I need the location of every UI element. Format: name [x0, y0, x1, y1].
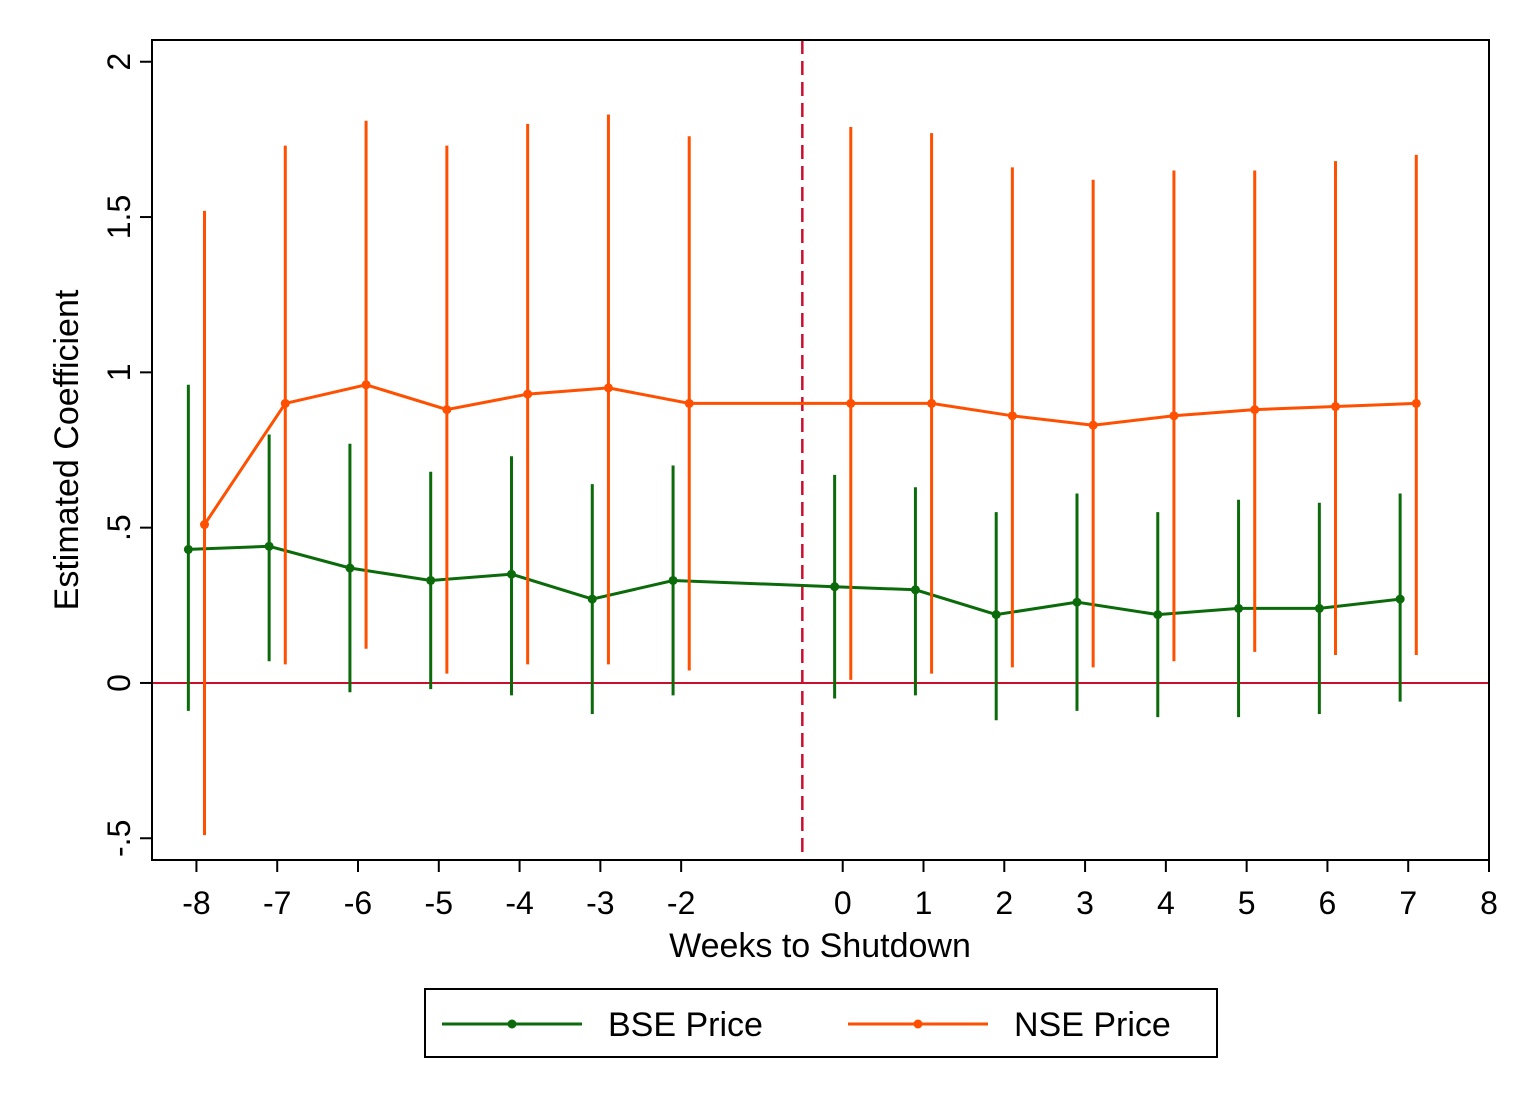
series-0-point	[183, 544, 193, 554]
x-tick-label: 1	[915, 885, 933, 921]
x-tick-label: 3	[1076, 885, 1094, 921]
x-tick-label: 8	[1480, 885, 1498, 921]
series-1-point	[1331, 402, 1341, 412]
x-tick-label: -8	[182, 885, 210, 921]
series-1-point	[927, 398, 937, 408]
series-0-point	[264, 541, 274, 551]
series-0-point	[1234, 603, 1244, 613]
x-tick-label: 0	[834, 885, 852, 921]
x-tick-label: -4	[505, 885, 533, 921]
series-1-line	[203, 383, 1417, 526]
legend-label: NSE Price	[1014, 1006, 1171, 1044]
y-tick-label: 1.5	[101, 195, 137, 239]
x-tick-label: 6	[1319, 885, 1337, 921]
x-tick-label: -2	[667, 885, 695, 921]
y-axis: -.5 0 .5 1 1.5 2	[101, 53, 152, 857]
legend-swatch-point	[913, 1019, 923, 1029]
series-1-point	[1169, 411, 1179, 421]
series-0-point	[668, 575, 678, 585]
series-1-point	[442, 405, 452, 415]
series-0-point	[1153, 610, 1163, 620]
series-0-point	[345, 563, 355, 573]
x-tick-label: -6	[344, 885, 372, 921]
x-axis: -8 -7 -6 -5 -4 -3 -2 0 1 2 3 4 5 6 7 8	[182, 860, 1498, 921]
series-1-point	[1007, 411, 1017, 421]
x-tick-label: 4	[1157, 885, 1175, 921]
series-1-point	[1411, 398, 1421, 408]
series-0-line	[188, 544, 1401, 617]
series-1-point	[523, 389, 533, 399]
x-tick-label: -7	[263, 885, 291, 921]
series-0-point	[1395, 594, 1405, 604]
legend-box	[424, 988, 1218, 1058]
legend-label: BSE Price	[608, 1006, 763, 1044]
x-tick-label: 2	[995, 885, 1013, 921]
legend: BSE Price NSE Price	[424, 988, 1218, 1058]
series-1-point	[846, 398, 856, 408]
series-1-point	[361, 380, 371, 390]
y-axis-title: Estimated Coefficient	[48, 289, 86, 610]
series-0-point	[1072, 597, 1082, 607]
series-1-point	[1088, 420, 1098, 430]
y-tick-label: -.5	[101, 820, 137, 857]
series-0-point	[830, 582, 840, 592]
series-0-point	[910, 585, 920, 595]
series-0	[183, 384, 1405, 721]
x-tick-label: -3	[586, 885, 614, 921]
x-axis-title: Weeks to Shutdown	[669, 927, 971, 965]
series-1-point	[200, 520, 210, 530]
x-tick-label: 5	[1238, 885, 1256, 921]
x-tick-label: 7	[1399, 885, 1417, 921]
series-1-point	[684, 398, 694, 408]
series-0-point	[506, 569, 516, 579]
plot-frame	[151, 39, 1490, 861]
series-1	[200, 114, 1421, 836]
series-1-point	[603, 383, 613, 393]
y-tick-label: 2	[101, 53, 137, 71]
series-0-point	[587, 594, 597, 604]
series-1-point	[1250, 405, 1260, 415]
y-tick-label: .5	[101, 514, 137, 541]
y-tick-label: 1	[101, 363, 137, 381]
series-0-point	[426, 575, 436, 585]
legend-swatch-point	[507, 1019, 517, 1029]
y-tick-label: 0	[101, 674, 137, 692]
reference-lines	[152, 40, 1489, 860]
series-1-point	[280, 398, 290, 408]
series-0-point	[1314, 603, 1324, 613]
series-0-point	[991, 610, 1001, 620]
series-layer	[183, 114, 1421, 836]
x-tick-label: -5	[425, 885, 453, 921]
